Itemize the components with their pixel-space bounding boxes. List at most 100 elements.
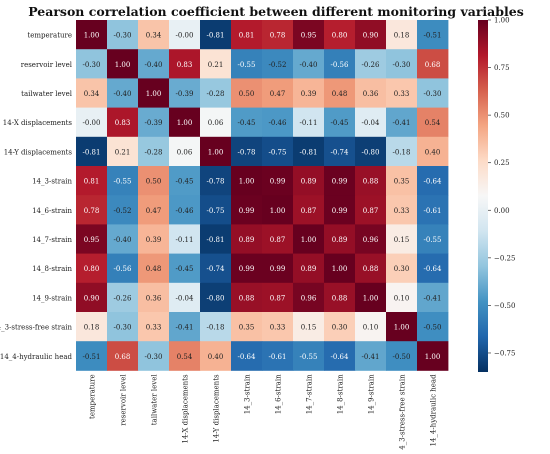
- heatmap-cell: [355, 282, 387, 313]
- heatmap-cell: [107, 253, 139, 284]
- cell-value-label: -0.56: [331, 61, 349, 69]
- heatmap-cell: [293, 107, 325, 138]
- x-tick-label: tailwater level: [151, 374, 159, 426]
- cell-value-label: 1.00: [177, 119, 193, 127]
- heatmap-cell: [324, 78, 356, 108]
- cell-value-label: 0.99: [332, 178, 348, 186]
- heatmap-cell: [417, 341, 449, 371]
- heatmap-cell: [324, 136, 356, 167]
- cell-value-label: -0.78: [207, 178, 225, 186]
- cell-value-label: 0.83: [115, 119, 131, 127]
- colorbar-tick-label: −0.25: [494, 254, 515, 262]
- y-tick-label: 14_3-strain: [32, 178, 72, 186]
- colorbar-tick-label: 0.75: [494, 64, 510, 72]
- cell-value-label: 0.21: [208, 61, 224, 69]
- y-tick-label: 14-X displacements: [3, 119, 73, 127]
- heatmap-cell: [107, 136, 139, 167]
- cell-value-label: 1.00: [239, 178, 255, 186]
- heatmap-cell: [169, 253, 201, 284]
- heatmap-cell: [231, 78, 263, 108]
- heatmap-cell: [138, 341, 170, 371]
- heatmap-cell: [386, 49, 418, 79]
- heatmap-cell: [107, 341, 139, 371]
- cell-value-label: -0.75: [269, 148, 287, 156]
- cell-value-label: -0.61: [269, 353, 287, 361]
- cell-value-label: 0.40: [208, 353, 224, 361]
- cell-value-label: 0.50: [146, 178, 162, 186]
- heatmap-cell: [386, 253, 418, 284]
- cell-value-label: 0.40: [425, 148, 441, 156]
- heatmap-cell: [138, 224, 170, 254]
- cell-value-label: 0.33: [270, 324, 286, 332]
- cell-value-label: 0.95: [84, 236, 100, 244]
- cell-value-label: 1.00: [394, 324, 410, 332]
- cell-value-label: -0.51: [424, 32, 442, 40]
- y-tick-label: 14_9-strain: [32, 294, 72, 302]
- cell-value-label: 0.68: [115, 353, 131, 361]
- cell-value-label: 0.90: [363, 32, 379, 40]
- heatmap-cell: [169, 136, 201, 167]
- cell-value-label: -0.50: [424, 324, 442, 332]
- cell-value-label: 0.87: [270, 236, 286, 244]
- heatmap-cell: [293, 166, 325, 196]
- cell-value-label: 1.00: [363, 294, 379, 302]
- x-tick-label: temperature: [89, 374, 97, 419]
- y-tick-label: temperature: [27, 32, 72, 40]
- cell-value-label: -0.46: [176, 207, 194, 215]
- y-tick-labels: temperature reservoir level tailwater leve…: [0, 32, 73, 361]
- cell-value-label: -0.56: [114, 265, 132, 273]
- heatmap-cell: [355, 253, 387, 284]
- heatmap-cell: [262, 224, 294, 254]
- heatmap-cell: [324, 20, 356, 50]
- heatmap-cell: [417, 253, 449, 284]
- y-tick-label: 14_8-strain: [32, 265, 72, 273]
- heatmap-cell: [200, 166, 232, 196]
- cell-value-label: -0.40: [114, 90, 132, 98]
- cell-value-label: -0.41: [393, 119, 411, 127]
- heatmap-cell: [355, 312, 387, 342]
- cell-value-label: 0.80: [84, 265, 100, 273]
- cell-value-label: 0.35: [394, 178, 410, 186]
- heatmap-cell: [169, 78, 201, 108]
- cell-value-label: -0.81: [207, 32, 225, 40]
- heatmap-cell: [200, 107, 232, 138]
- cell-value-label: 0.15: [394, 236, 410, 244]
- x-tick-label: 14_7-strain: [306, 374, 314, 414]
- heatmap-cell: [386, 282, 418, 313]
- cell-value-label: -0.75: [207, 207, 225, 215]
- cell-value-label: 1.00: [84, 32, 100, 40]
- cell-value-label: -0.04: [176, 294, 194, 302]
- cell-value-label: -0.81: [300, 148, 318, 156]
- cell-value-label: 1.00: [208, 148, 224, 156]
- colorbar-tick-label: 0.00: [494, 207, 510, 215]
- heatmap-cell: [262, 49, 294, 79]
- heatmap-cell: [324, 224, 356, 254]
- cell-value-label: 0.18: [394, 32, 410, 40]
- y-tick-label: 14-Y displacements: [4, 148, 73, 156]
- heatmap-cell: [386, 107, 418, 138]
- cell-value-label: 0.68: [425, 61, 441, 69]
- heatmap-cell: [417, 78, 449, 108]
- y-tick-label: tailwater level: [21, 90, 73, 98]
- heatmap-cell: [107, 166, 139, 196]
- cell-value-label: -0.45: [238, 119, 256, 127]
- cell-value-label: 0.15: [301, 324, 317, 332]
- heatmap-cell: [138, 20, 170, 50]
- heatmap-cell: [76, 49, 108, 79]
- cell-value-label: -0.40: [145, 61, 163, 69]
- cell-value-label: 1.00: [301, 236, 317, 244]
- heatmap-cell: [107, 282, 139, 313]
- cell-value-label: 0.96: [363, 236, 379, 244]
- heatmap-cell: [324, 253, 356, 284]
- heatmap-cell: [417, 312, 449, 342]
- cell-value-label: 0.39: [301, 90, 317, 98]
- cell-value-label: 0.33: [394, 90, 410, 98]
- heatmap-cell: [293, 195, 325, 225]
- heatmap-cell: [417, 224, 449, 254]
- heatmap-cell: [76, 20, 108, 50]
- cell-value-label: 0.06: [208, 119, 224, 127]
- cell-value-label: 1.00: [115, 61, 131, 69]
- heatmap-cell: [76, 341, 108, 371]
- heatmap-cell: [262, 78, 294, 108]
- heatmap-cell: [417, 282, 449, 313]
